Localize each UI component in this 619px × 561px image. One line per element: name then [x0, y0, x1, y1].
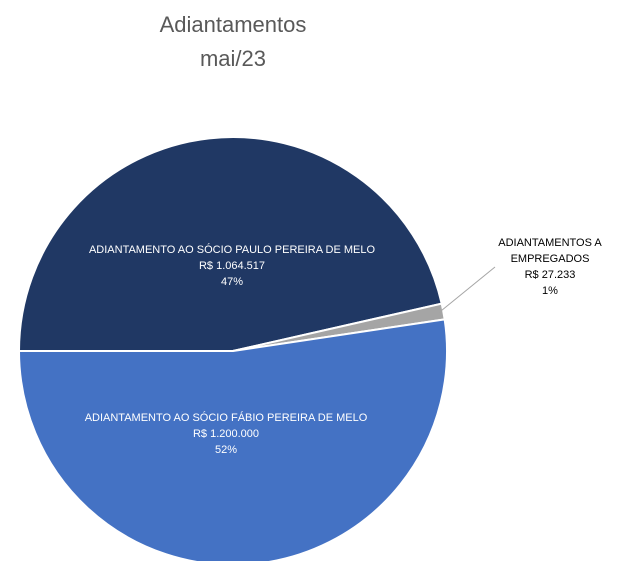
percent-label: 52%: [214, 444, 238, 456]
category-label: ADIANTAMENTOS A EMPREGADOS: [498, 237, 602, 265]
percent-label: 1%: [542, 285, 558, 297]
value-label: R$ 1.200.000: [192, 428, 260, 440]
category-label: ADIANTAMENTO AO SÓCIO PAULO PEREIRA DE M…: [88, 244, 376, 256]
chart-subtitle: mai/23: [199, 46, 267, 71]
slice-label: ADIANTAMENTOS A EMPREGADOS R$ 27.233 1%: [485, 235, 615, 299]
leader-line: [439, 266, 496, 313]
value-label: R$ 27.233: [524, 269, 576, 281]
percent-label: 47%: [220, 276, 244, 288]
pie-slice: [17, 318, 448, 561]
pie-slice: [17, 136, 443, 352]
category-label: ADIANTAMENTO AO SÓCIO FÁBIO PEREIRA DE M…: [84, 412, 368, 424]
value-label: R$ 1.064.517: [198, 260, 266, 272]
chart-title: Adiantamentos: [159, 12, 307, 37]
slice-label: ADIANTAMENTO AO SÓCIO FÁBIO PEREIRA DE M…: [36, 410, 416, 458]
slice-label: ADIANTAMENTO AO SÓCIO PAULO PEREIRA DE M…: [42, 242, 422, 290]
